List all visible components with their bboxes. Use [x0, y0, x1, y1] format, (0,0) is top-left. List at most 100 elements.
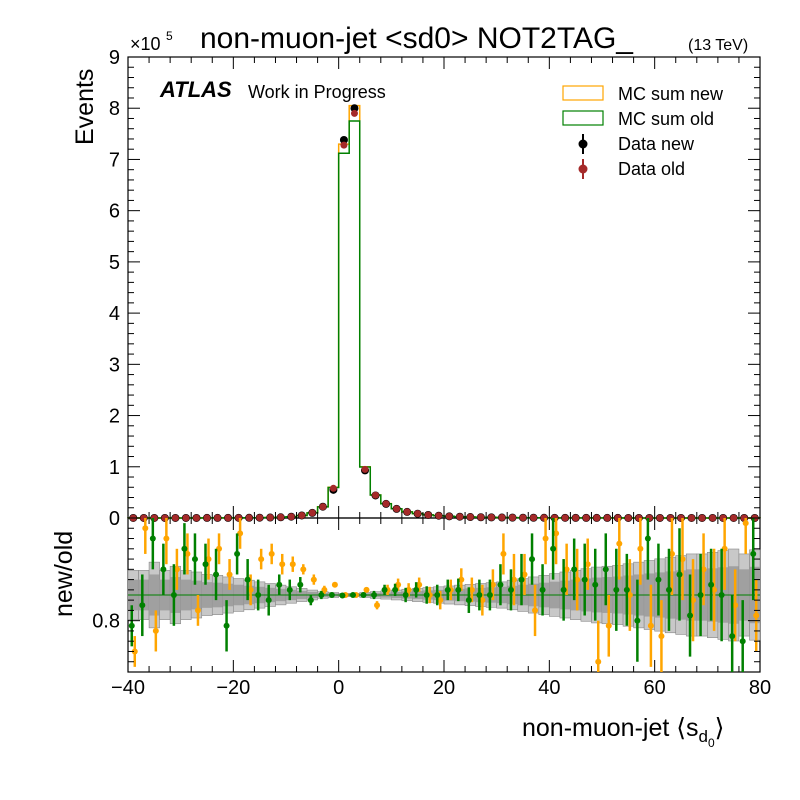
ratio-mc-marker — [289, 561, 296, 568]
data-old-marker — [624, 514, 632, 522]
data-old-marker — [445, 512, 453, 520]
ratio-data-marker — [255, 592, 262, 598]
ratio-mc-marker — [700, 566, 707, 573]
ratio-data-marker — [286, 586, 293, 593]
chart-title-energy: (13 TeV) — [688, 37, 748, 54]
data-old-marker — [266, 514, 274, 522]
data-old-marker — [171, 514, 179, 522]
data-old-marker — [214, 514, 222, 522]
ratio-mc-marker — [489, 581, 496, 588]
ratio-data-marker — [687, 612, 694, 619]
data-old-marker — [329, 484, 337, 492]
ratio-mc-marker — [732, 602, 739, 609]
ratio-mc-marker — [152, 627, 159, 634]
data-old-marker — [361, 465, 369, 473]
data-old-marker — [656, 514, 664, 522]
data-old-marker — [182, 514, 190, 522]
legend: MC sum new MC sum old Data new Data old — [562, 84, 724, 179]
y-tick-label: 4 — [109, 303, 120, 325]
ratio-mc-marker — [668, 550, 675, 557]
ratio-mc-marker — [194, 607, 201, 614]
data-old-marker — [435, 512, 443, 520]
legend-swatch-mc-new — [562, 85, 604, 101]
ratio-data-marker — [265, 597, 272, 604]
ratio-data-marker — [434, 592, 441, 598]
ratio-data-marker — [444, 586, 451, 593]
ratio-data-marker — [202, 561, 209, 568]
ratio-data-marker — [665, 586, 672, 593]
ratio-mc-marker — [500, 550, 507, 557]
ratio-data-marker — [644, 535, 651, 542]
ratio-mc-marker — [626, 592, 633, 598]
ratio-data-marker — [181, 545, 188, 552]
data-old-marker — [477, 513, 485, 521]
y-tick-label: 5 — [109, 252, 120, 274]
ratio-mc-marker — [479, 597, 486, 604]
ratio-data-marker — [360, 592, 367, 598]
ratio-data-marker — [550, 545, 557, 552]
ratio-mc-marker — [637, 545, 644, 552]
ratio-mc-marker — [647, 622, 654, 629]
ratio-data-marker — [213, 571, 220, 578]
data-old-marker — [730, 514, 738, 522]
legend-marker-data-old — [578, 164, 588, 174]
ratio-data-marker — [339, 592, 346, 599]
y-tick-label: 8 — [109, 98, 120, 120]
ratio-data-marker — [328, 592, 335, 598]
ratio-data-marker — [455, 586, 462, 593]
ratio-mc-marker — [279, 561, 286, 568]
ratio-mc-marker — [690, 597, 697, 604]
x-tick-label: 60 — [644, 677, 666, 699]
data-old-marker — [466, 513, 474, 521]
data-old-marker — [414, 510, 422, 518]
ratio-mc-marker — [458, 576, 465, 583]
data-old-marker — [382, 500, 390, 508]
ratio-mc-marker — [437, 597, 444, 604]
ratio-mc-marker — [247, 586, 254, 593]
legend-label-data-new: Data new — [618, 134, 695, 154]
data-old-marker — [456, 513, 464, 521]
data-old-marker — [561, 514, 569, 522]
ratio-data-marker — [592, 581, 599, 588]
y-tick-label: 7 — [109, 149, 120, 171]
data-old-marker — [245, 514, 253, 522]
ratio-mc-marker — [742, 520, 749, 527]
data-old-marker — [372, 491, 380, 499]
ratio-data-marker — [349, 592, 356, 598]
ratio-data-marker — [729, 633, 736, 640]
ratio-mc-marker — [616, 540, 623, 547]
ratio-y-axis-title: new/old — [50, 531, 78, 617]
data-old-marker — [203, 514, 211, 522]
ratio-mc-marker — [679, 556, 686, 563]
axis-ticks: −40 −20 0 20 40 60 80 0 1 2 3 4 5 6 7 8 9 0.8 — [92, 47, 771, 699]
ratio-mc-marker — [395, 581, 402, 588]
mc-sum-old-hist — [127, 120, 761, 519]
data-new-marker — [339, 135, 348, 144]
ratio-data-marker — [128, 622, 135, 629]
data-old-marker — [698, 514, 706, 522]
ratio-mc-marker — [542, 535, 549, 542]
x-tick-label: −40 — [111, 677, 145, 699]
y-tick-label: 9 — [109, 47, 120, 69]
y-tick-label: 6 — [109, 201, 120, 223]
ratio-data-marker — [170, 592, 177, 598]
ratio-mc-marker — [574, 576, 581, 583]
ratio-data-marker — [139, 602, 146, 609]
ratio-mc-marker — [658, 633, 665, 640]
ratio-data-marker — [750, 550, 757, 557]
ratio-mc-marker — [226, 571, 233, 578]
ratio-data-marker — [497, 581, 504, 588]
data-old-marker — [487, 513, 495, 521]
ratio-mc-marker — [584, 561, 591, 568]
ratio-mc-marker — [184, 550, 191, 557]
ratio-mc-marker — [595, 658, 602, 665]
data-old-marker — [709, 514, 717, 522]
ratio-mc-marker — [363, 586, 370, 593]
y-tick-label: 0 — [109, 508, 120, 530]
ratio-data-marker — [160, 566, 167, 573]
legend-swatch-mc-old — [562, 110, 604, 126]
data-old-marker — [530, 514, 538, 522]
ratio-data-marker — [371, 592, 378, 598]
